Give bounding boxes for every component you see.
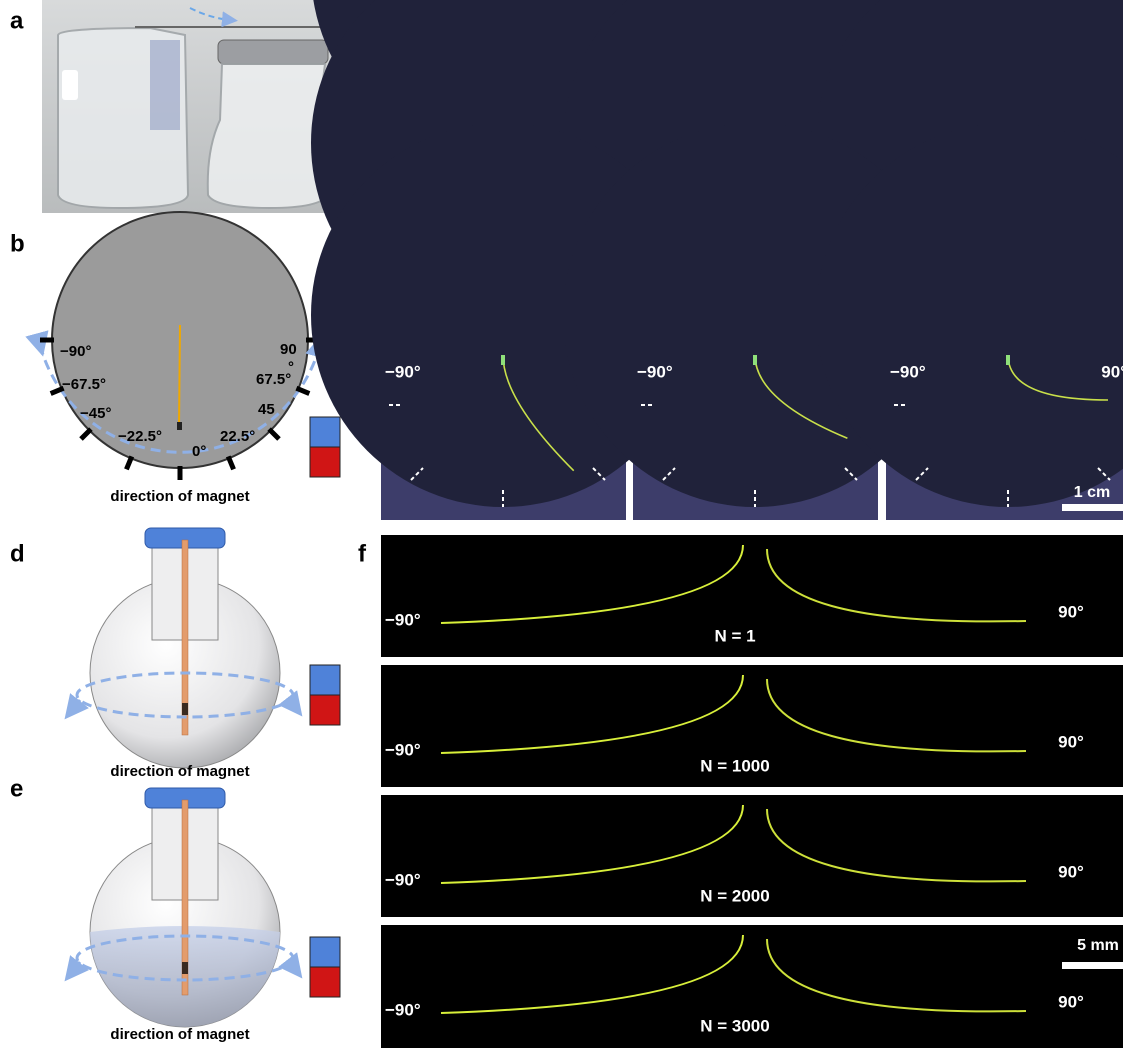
angle-label: −90°	[637, 362, 673, 381]
panel-f: f −90° 90° N = 1 −90° 90° N = 1000 −90° 90° N = …	[358, 535, 1123, 1048]
angle-label: 90°	[1058, 862, 1084, 881]
tick	[126, 456, 131, 469]
caption: direction of magnet	[110, 488, 249, 505]
scale-bar	[1062, 962, 1123, 969]
cycle-label: N = 1	[714, 626, 755, 645]
panel-letter: e	[10, 775, 23, 802]
angle-label: 90°	[1058, 602, 1084, 621]
row: −90° 90° N = 3000	[381, 925, 1123, 1048]
tick	[269, 429, 279, 439]
tick	[228, 456, 233, 469]
angle-label: −22.5°	[118, 428, 162, 445]
angle-label: °	[288, 359, 294, 376]
cycle-label: N = 3000	[700, 1016, 769, 1035]
angle-label: 67.5°	[256, 371, 291, 388]
angle-label: −90°	[385, 1000, 421, 1019]
angle-label: −45°	[80, 405, 111, 422]
scale-label: 5 mm	[1077, 937, 1119, 954]
angle-label: −90°	[385, 362, 421, 381]
panel-letter: f	[358, 540, 367, 567]
panel-letter: b	[10, 230, 25, 257]
cycle-label: N = 2000	[700, 886, 769, 905]
angle-label: −90°	[385, 870, 421, 889]
row: −90° 90° N = 2000	[381, 795, 1123, 917]
panel-letter: d	[10, 540, 25, 567]
angle-label: −90°	[385, 740, 421, 759]
tick	[81, 429, 91, 439]
scale-bar	[1062, 504, 1123, 511]
panel-c: c −90°90°−90°90°−90°90°−90°90°−90°90°−90…	[311, 0, 1123, 520]
panel-letter: a	[10, 7, 24, 34]
row: −90° 90° N = 1000	[381, 665, 1123, 787]
caption: direction of magnet	[110, 1026, 249, 1043]
angle-label: 0°	[192, 443, 206, 460]
angle-label: −90°	[60, 343, 91, 360]
row: −90° 90° N = 1	[381, 535, 1123, 657]
angle-label: 90°	[1101, 362, 1123, 381]
fiber-tip	[501, 355, 505, 365]
fiber-tip	[753, 355, 757, 365]
cycle-label: N = 1000	[700, 756, 769, 775]
angle-label: 90°	[1058, 732, 1084, 751]
panel-e: e direction of magnet	[10, 775, 340, 1043]
angle-label: −67.5°	[62, 376, 106, 393]
caption: direction of magnet	[110, 763, 249, 780]
panel-d: d direction of magnet	[10, 528, 340, 780]
panel-b: b direction of magnet −90° −67.5° −45° −22.…	[10, 212, 340, 505]
angle-label: 45	[258, 401, 275, 418]
angle-label: −90°	[890, 362, 926, 381]
fiber-tip	[1006, 355, 1010, 365]
figure: a b direction of magnet −90° −67.5° −45° −2…	[0, 0, 1123, 1048]
angle-label: 90	[280, 341, 297, 358]
scale-label: 1 cm	[1074, 484, 1110, 501]
panel-a: a	[10, 0, 365, 213]
angle-label: −90°	[385, 610, 421, 629]
angle-label: 90°	[1058, 992, 1084, 1011]
angle-label: 22.5°	[220, 428, 255, 445]
